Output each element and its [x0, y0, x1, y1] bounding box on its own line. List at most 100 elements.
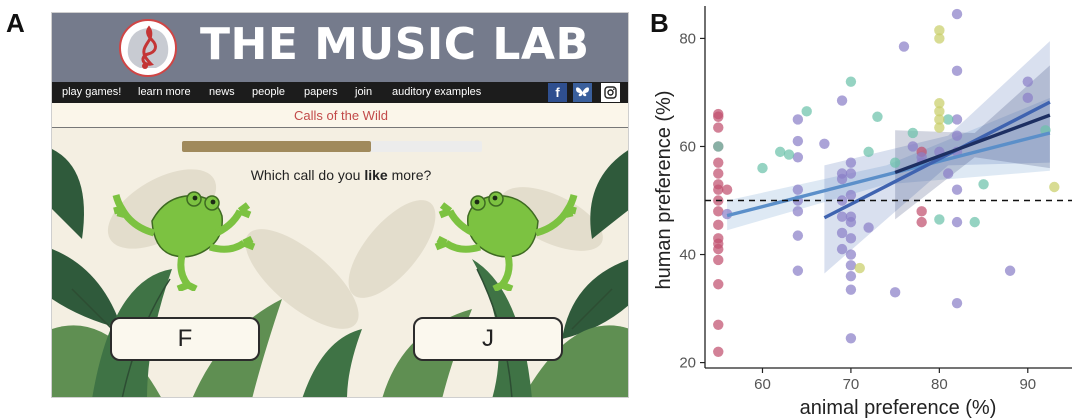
data-point-group-2 — [845, 233, 857, 244]
data-point-group-2 — [907, 141, 919, 152]
data-point-group-1 — [713, 157, 724, 168]
data-point-group-1 — [713, 254, 724, 266]
x-tick-label: 60 — [754, 376, 771, 393]
data-point-group-4 — [934, 25, 945, 36]
nav-papers[interactable]: papers — [304, 86, 338, 98]
data-point-group-3 — [978, 179, 989, 190]
question-prompt: Which call do you like more? — [52, 167, 628, 183]
x-axis-title: animal preference (%) — [800, 397, 997, 419]
panel-b-label: B — [650, 8, 669, 38]
y-tick-label: 60 — [679, 138, 696, 155]
site-title[interactable]: THE MUSIC LAB — [200, 19, 590, 70]
question-text-end: more? — [387, 167, 432, 183]
data-point-group-2 — [845, 157, 857, 168]
x-tick-label: 90 — [1019, 376, 1036, 393]
data-point-group-1 — [713, 219, 724, 231]
data-point-group-2 — [951, 65, 963, 77]
data-point-group-2 — [792, 230, 804, 241]
data-point-group-2 — [836, 95, 848, 106]
data-point-group-1 — [713, 111, 724, 122]
y-tick-label: 20 — [679, 355, 696, 372]
data-point-group-3 — [934, 214, 945, 225]
data-point-group-3 — [942, 114, 954, 125]
data-point-group-1 — [916, 206, 927, 217]
y-tick-label: 40 — [679, 247, 696, 264]
confidence-band-1 — [727, 97, 1050, 231]
data-point-group-3 — [872, 111, 883, 122]
game-title-bar: Calls of the Wild — [52, 103, 628, 128]
data-point-group-1 — [916, 216, 927, 228]
data-point-group-2 — [836, 173, 848, 185]
data-point-group-1 — [721, 184, 733, 195]
data-point-group-2 — [942, 168, 954, 179]
data-point-group-2 — [889, 287, 901, 298]
data-point-group-2 — [1004, 265, 1016, 276]
progress-bar-fill — [182, 141, 371, 152]
data-point-group-3 — [774, 146, 786, 158]
data-point-group-2 — [845, 333, 857, 344]
facebook-icon[interactable]: f — [548, 83, 567, 102]
data-point-group-4 — [934, 33, 945, 44]
nav-news[interactable]: news — [209, 86, 235, 98]
data-point-group-4 — [1049, 181, 1060, 193]
jungle-leaves-background — [52, 149, 628, 397]
data-point-group-3 — [801, 106, 812, 117]
nav-people[interactable]: people — [252, 86, 286, 98]
data-point-group-2 — [792, 206, 804, 217]
y-axis-title: human preference (%) — [653, 91, 675, 290]
data-point-group-2 — [898, 41, 910, 52]
data-point-group-4 — [934, 98, 945, 109]
x-tick-label: 70 — [843, 376, 860, 393]
data-point-group-2 — [836, 227, 848, 239]
data-point-group-2 — [951, 216, 963, 228]
instagram-icon[interactable] — [601, 83, 620, 102]
data-point-group-2 — [845, 216, 857, 228]
data-point-group-4 — [934, 122, 945, 133]
data-point-group-2 — [792, 184, 804, 195]
data-point-group-2 — [845, 284, 857, 295]
data-point-group-3 — [907, 127, 919, 139]
data-point-group-2 — [951, 114, 963, 125]
music-lab-screenshot: THE MUSIC LAB play games! learn more new… — [51, 12, 629, 398]
data-point-group-3 — [889, 157, 901, 168]
data-point-group-2 — [845, 260, 857, 271]
bluesky-icon[interactable] — [573, 83, 592, 102]
panel-a-label: A — [6, 8, 25, 38]
x-tick-label: 80 — [931, 376, 948, 393]
site-header: THE MUSIC LAB — [52, 13, 628, 82]
choice-f-button[interactable]: F — [110, 317, 260, 361]
data-point-group-1 — [713, 122, 724, 133]
frog-left-icon[interactable] — [112, 181, 260, 291]
data-point-group-2 — [792, 135, 804, 147]
data-point-group-3 — [713, 141, 724, 152]
choice-j-button[interactable]: J — [413, 317, 563, 361]
regression-line-3 — [894, 113, 1051, 175]
nav-join[interactable]: join — [355, 86, 373, 98]
data-point-group-2 — [845, 189, 857, 201]
nav-auditory-examples[interactable]: auditory examples — [392, 86, 482, 98]
data-point-group-2 — [792, 265, 804, 276]
data-point-group-2 — [836, 211, 848, 222]
data-point-group-2 — [951, 297, 963, 309]
data-point-group-3 — [969, 216, 980, 228]
data-point-group-1 — [713, 243, 724, 255]
data-point-group-3 — [863, 146, 874, 158]
data-point-group-2 — [863, 222, 874, 233]
data-point-group-4 — [934, 114, 945, 125]
question-emphasis: like — [364, 167, 388, 183]
question-text-start: Which call do you — [250, 167, 365, 183]
frog-right-icon[interactable] — [430, 181, 578, 291]
data-point-group-4 — [854, 262, 865, 274]
data-point-group-1 — [713, 206, 724, 217]
data-point-group-1 — [713, 184, 724, 195]
nav-play-games[interactable]: play games! — [62, 86, 122, 98]
music-lab-logo-icon[interactable] — [118, 18, 178, 78]
data-point-group-3 — [757, 162, 768, 174]
nav-learn-more[interactable]: learn more — [138, 86, 191, 98]
game-name: Calls of the Wild — [294, 108, 388, 123]
data-point-group-1 — [713, 279, 724, 290]
data-point-group-2 — [845, 249, 857, 260]
site-nav: play games! learn more news people paper… — [52, 82, 628, 103]
data-point-group-2 — [1022, 92, 1033, 104]
data-point-group-2 — [792, 114, 804, 125]
